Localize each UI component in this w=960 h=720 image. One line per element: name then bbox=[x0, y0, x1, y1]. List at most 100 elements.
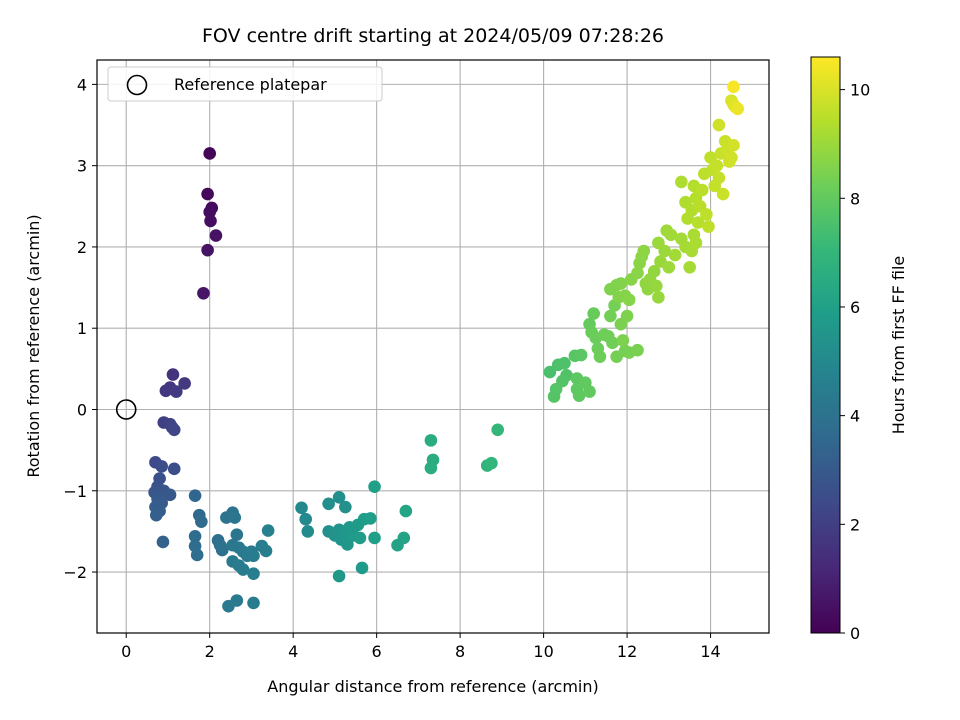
x-tick-label: 2 bbox=[205, 642, 215, 661]
scatter-point bbox=[197, 286, 210, 300]
x-axis-label: Angular distance from reference (arcmin) bbox=[267, 677, 598, 696]
x-axis-ticks: 0 2 4 6 8 10 12 14 bbox=[121, 633, 721, 661]
scatter-point bbox=[683, 260, 696, 274]
scatter-point bbox=[188, 489, 202, 502]
scatter-point bbox=[583, 385, 596, 398]
reference-platepar-marker bbox=[115, 399, 137, 420]
colorbar-tick-label: 8 bbox=[850, 189, 860, 208]
scatter-point bbox=[228, 511, 242, 524]
scatter-point bbox=[725, 151, 738, 164]
scatter-point bbox=[614, 277, 628, 290]
scatter-point bbox=[399, 504, 413, 518]
scatter-point bbox=[691, 216, 705, 229]
scatter-point bbox=[668, 248, 682, 262]
scatter-point bbox=[491, 423, 504, 437]
scatter-point bbox=[178, 377, 191, 390]
scatter-point bbox=[574, 348, 588, 362]
scatter-point bbox=[622, 293, 636, 307]
scatter-point bbox=[368, 531, 381, 545]
colorbar-tick-label: 4 bbox=[850, 407, 860, 426]
scatter-point bbox=[355, 561, 369, 575]
scatter-point bbox=[236, 563, 250, 576]
scatter-point bbox=[616, 334, 630, 347]
scatter-point bbox=[204, 214, 217, 228]
y-axis-ticks: −2 −1 0 1 2 3 4 bbox=[63, 75, 97, 582]
y-tick-label: −1 bbox=[63, 482, 87, 501]
scatter-point bbox=[543, 365, 557, 379]
scatter-point bbox=[209, 229, 223, 242]
colorbar-label: Hours from first FF file bbox=[889, 256, 908, 435]
chart-title: FOV centre drift starting at 2024/05/09 … bbox=[202, 25, 664, 47]
legend-marker-icon bbox=[126, 74, 148, 96]
colorbar-tick-label: 0 bbox=[850, 624, 860, 643]
x-tick-label: 10 bbox=[533, 642, 553, 661]
x-tick-label: 6 bbox=[372, 642, 382, 661]
scatter-point bbox=[658, 244, 671, 258]
x-tick-label: 4 bbox=[288, 642, 298, 661]
scatter-point bbox=[167, 423, 181, 437]
scatter-point bbox=[230, 594, 244, 607]
scatter-point bbox=[259, 544, 273, 558]
scatter-point bbox=[710, 159, 724, 172]
legend: Reference platepar bbox=[107, 66, 383, 102]
y-axis-label: Rotation from reference (arcmin) bbox=[24, 214, 43, 477]
scatter-point bbox=[664, 228, 678, 242]
scatter-point bbox=[341, 538, 354, 551]
x-tick-label: 12 bbox=[617, 642, 637, 661]
scatter-point bbox=[606, 336, 619, 350]
scatter-point bbox=[695, 183, 709, 197]
scatter-point bbox=[650, 279, 663, 293]
scatter-point bbox=[230, 528, 244, 541]
x-tick-label: 0 bbox=[121, 642, 131, 661]
scatter-point bbox=[190, 548, 204, 562]
scatter-point bbox=[166, 368, 180, 381]
y-tick-label: 4 bbox=[77, 75, 87, 94]
scatter-point bbox=[353, 531, 367, 545]
scatter-point bbox=[572, 389, 586, 402]
scatter-point bbox=[702, 220, 715, 233]
scatter-point bbox=[587, 307, 600, 320]
scatter-point bbox=[647, 265, 661, 278]
y-tick-label: 1 bbox=[77, 319, 87, 338]
scatter-point bbox=[163, 488, 177, 502]
scatter-point bbox=[675, 175, 688, 189]
scatter-point bbox=[332, 490, 346, 504]
scatter-point bbox=[712, 118, 726, 132]
scatter-point bbox=[322, 497, 335, 511]
scatter-point bbox=[149, 508, 163, 522]
scatter-point bbox=[637, 244, 651, 258]
scatter-point bbox=[364, 512, 377, 525]
scatter-point bbox=[397, 531, 411, 545]
colorbar-tick-label: 10 bbox=[850, 81, 870, 100]
scatter-point bbox=[662, 260, 676, 274]
colorbar-tick-label: 6 bbox=[850, 298, 860, 317]
colorbar-tick-label: 2 bbox=[850, 515, 860, 534]
scatter-point bbox=[712, 171, 726, 185]
scatter-point bbox=[727, 139, 740, 152]
scatter-point bbox=[201, 187, 214, 201]
scatter-point bbox=[247, 596, 260, 610]
y-tick-label: 3 bbox=[77, 157, 87, 176]
scatter-point bbox=[261, 524, 275, 537]
scatter-point bbox=[689, 236, 703, 250]
y-tick-label: 0 bbox=[77, 400, 87, 419]
x-tick-label: 8 bbox=[455, 642, 465, 661]
scatter-point bbox=[700, 208, 713, 221]
scatter-point bbox=[593, 350, 607, 363]
scatter-point bbox=[332, 569, 346, 583]
x-tick-label: 14 bbox=[700, 642, 720, 661]
data-points bbox=[148, 80, 744, 613]
colorbar: 0 2 4 6 8 10 Hours from first FF file bbox=[810, 56, 908, 643]
scatter-point bbox=[188, 529, 202, 543]
scatter-point bbox=[159, 384, 173, 398]
scatter-point bbox=[485, 456, 498, 470]
scatter-point bbox=[604, 309, 617, 323]
scatter-point bbox=[731, 102, 744, 116]
scatter-point bbox=[558, 356, 571, 370]
scatter-point bbox=[167, 462, 181, 476]
scatter-point bbox=[727, 80, 740, 94]
legend-entry-label: Reference platepar bbox=[174, 75, 327, 94]
scatter-point bbox=[424, 434, 438, 447]
colorbar-ticks: 0 2 4 6 8 10 bbox=[840, 81, 870, 643]
scatter-point bbox=[368, 480, 381, 494]
